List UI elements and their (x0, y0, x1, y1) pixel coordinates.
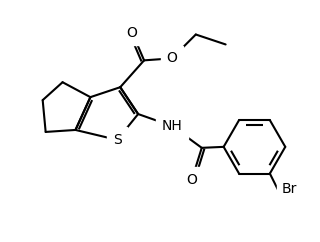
Text: S: S (113, 133, 122, 147)
Text: O: O (166, 51, 177, 65)
Text: NH: NH (162, 119, 182, 133)
Text: O: O (127, 25, 138, 39)
Text: Br: Br (282, 182, 297, 197)
Text: O: O (186, 173, 197, 187)
